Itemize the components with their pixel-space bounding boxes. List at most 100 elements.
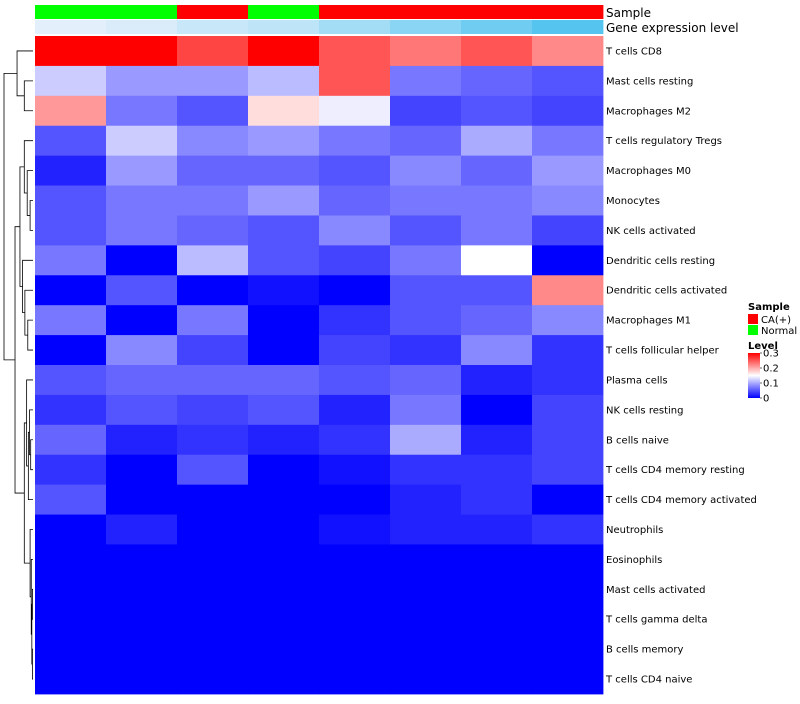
- heatmap-cell: [177, 275, 249, 306]
- dendrogram-branch: [27, 319, 33, 351]
- heatmap-cell: [319, 544, 391, 575]
- row-label: T cells CD4 memory activated: [605, 495, 757, 506]
- row-label: T cells regulatory Tregs: [605, 136, 722, 147]
- heatmap-cell: [461, 604, 533, 635]
- heatmap-cell: [106, 155, 178, 186]
- heatmap-cell: [177, 215, 249, 246]
- heatmap-cell: [177, 245, 249, 276]
- heatmap-cell: [390, 365, 462, 396]
- heatmap-cell: [248, 574, 320, 605]
- heatmap-cell: [390, 305, 462, 336]
- heatmap-cell: [319, 155, 391, 186]
- dendrogram-branch: [23, 80, 33, 112]
- heatmap-cell: [106, 604, 178, 635]
- heatmap-cell: [35, 634, 107, 665]
- row-label: Macrophages M1: [606, 316, 691, 327]
- heatmap-cell: [35, 574, 107, 605]
- heatmap-cell: [177, 604, 249, 635]
- heatmap-cell: [106, 36, 178, 67]
- heatmap-cell: [35, 335, 107, 366]
- heatmap-cell: [248, 275, 320, 306]
- legend-tick-label: 0.2: [763, 364, 779, 375]
- legend-label: Normal: [761, 326, 797, 337]
- heatmap-cell: [319, 484, 391, 515]
- row-label: Macrophages M2: [606, 106, 691, 117]
- heatmap-cell: [106, 275, 178, 306]
- expression-track-cell: [35, 20, 107, 34]
- heatmap-cell: [532, 36, 604, 67]
- heatmap-cell: [248, 125, 320, 157]
- heatmap-cell: [532, 125, 604, 157]
- heatmap-cell: [532, 544, 604, 575]
- heatmap-cell: [319, 574, 391, 605]
- heatmap-cell: [248, 514, 320, 545]
- legend-tick-label: 0.1: [763, 379, 779, 390]
- heatmap-cell: [177, 484, 249, 515]
- dendrogram-branch: [16, 50, 33, 97]
- heatmap-cell: [532, 514, 604, 545]
- heatmap-cell: [319, 454, 391, 486]
- heatmap-cell: [35, 394, 107, 426]
- sample-track-cell: [532, 5, 604, 19]
- legend-tick-label: 0: [763, 394, 769, 405]
- heatmap-cell: [106, 544, 178, 575]
- heatmap-cell: [35, 514, 107, 545]
- track-label: Gene expression level: [606, 21, 739, 35]
- legend-level-title: Level: [748, 341, 778, 352]
- heatmap-cell: [106, 484, 178, 515]
- heatmap-cell: [532, 365, 604, 396]
- heatmap-cell: [35, 125, 107, 157]
- heatmap-cell: [390, 95, 462, 127]
- heatmap-cell: [106, 305, 178, 336]
- sample-track-cell: [461, 5, 533, 19]
- heatmap-cell: [532, 65, 604, 97]
- row-label: Dendritic cells activated: [606, 286, 727, 297]
- heatmap-cell: [390, 544, 462, 575]
- heatmap-cell: [461, 36, 533, 67]
- sample-track-cell: [177, 5, 249, 19]
- heatmap-cell: [106, 215, 178, 246]
- heatmap-cell: [35, 305, 107, 336]
- heatmap-cell: [461, 424, 533, 456]
- row-label: B cells memory: [606, 645, 683, 656]
- row-dendrogram: [3, 50, 33, 680]
- row-label: T cells gamma delta: [605, 615, 707, 626]
- heatmap-cell: [248, 454, 320, 486]
- dendrogram-branch: [32, 648, 33, 680]
- heatmap-cell: [35, 454, 107, 486]
- heatmap-cell: [319, 125, 391, 157]
- heatmap-cell: [532, 424, 604, 456]
- heatmap-cell: [532, 604, 604, 635]
- legend-label: CA(+): [761, 315, 791, 326]
- legend-color-bar: [748, 353, 760, 398]
- heatmap-cell: [35, 604, 107, 635]
- heatmap-cell: [319, 215, 391, 246]
- row-label: Eosinophils: [606, 555, 662, 566]
- heatmap-cell: [461, 365, 533, 396]
- heatmap-cell: [248, 484, 320, 515]
- heatmap-cell: [106, 574, 178, 605]
- heatmap-cell: [248, 394, 320, 426]
- heatmap-cell: [461, 514, 533, 545]
- heatmap-cell: [461, 335, 533, 366]
- heatmap-cell: [461, 155, 533, 186]
- heatmap-cell: [319, 664, 391, 695]
- heatmap-cell: [532, 155, 604, 186]
- heatmap-cell: [106, 95, 178, 127]
- heatmap-cell: [532, 664, 604, 695]
- dendrogram-branch: [23, 140, 33, 194]
- dendrogram-branch: [22, 259, 33, 314]
- heatmap-cell: [319, 95, 391, 127]
- heatmap-cell: [106, 514, 178, 545]
- dendrogram-branch: [19, 166, 25, 287]
- heatmap-cell: [319, 604, 391, 635]
- row-label: B cells naive: [606, 435, 669, 446]
- heatmap-cell: [461, 544, 533, 575]
- heatmap-cell: [319, 394, 391, 426]
- expression-track-cell: [461, 20, 533, 34]
- heatmap-cell: [461, 65, 533, 97]
- row-label: T cells CD8: [605, 46, 662, 57]
- heatmap-cell: [35, 424, 107, 456]
- dendrogram-branch: [30, 439, 33, 471]
- heatmap-cell: [390, 574, 462, 605]
